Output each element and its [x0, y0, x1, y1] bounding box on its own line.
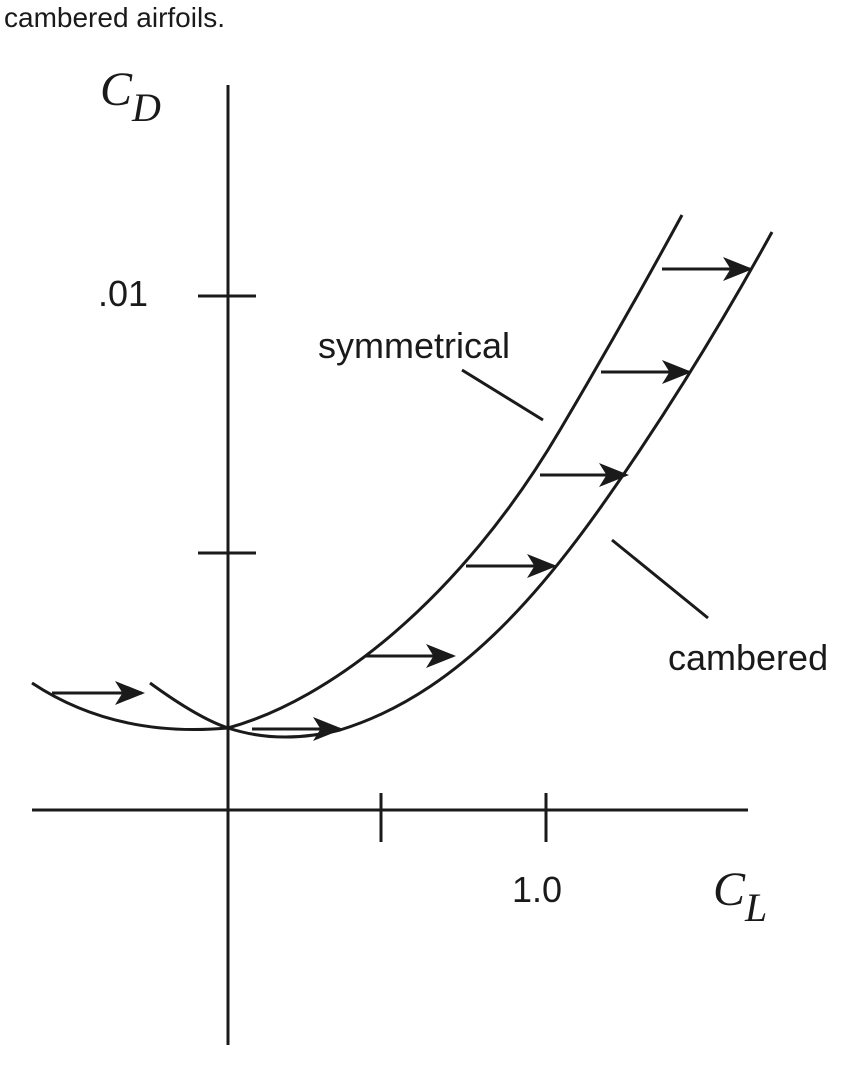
cambered-leader	[611, 538, 709, 620]
symmetrical-leader	[461, 368, 544, 422]
x-tick-label: 1.0	[512, 869, 562, 910]
y-axis-symbol: C	[100, 63, 133, 116]
left-branch-curve	[31, 681, 229, 732]
x-axis-label: CL	[713, 863, 767, 930]
symmetrical-label: symmetrical	[318, 325, 510, 366]
caption-text: cambered airfoils.	[4, 2, 225, 33]
y-axis-label: CD	[100, 63, 161, 130]
symmetrical-curve	[149, 214, 684, 730]
y-tick-label: .01	[98, 273, 148, 314]
x-axis-subscript: L	[744, 885, 767, 930]
y-axis-subscript: D	[131, 85, 161, 130]
cambered-label: cambered	[668, 637, 828, 678]
x-axis-symbol: C	[713, 863, 746, 916]
cambered-curve	[227, 231, 774, 739]
